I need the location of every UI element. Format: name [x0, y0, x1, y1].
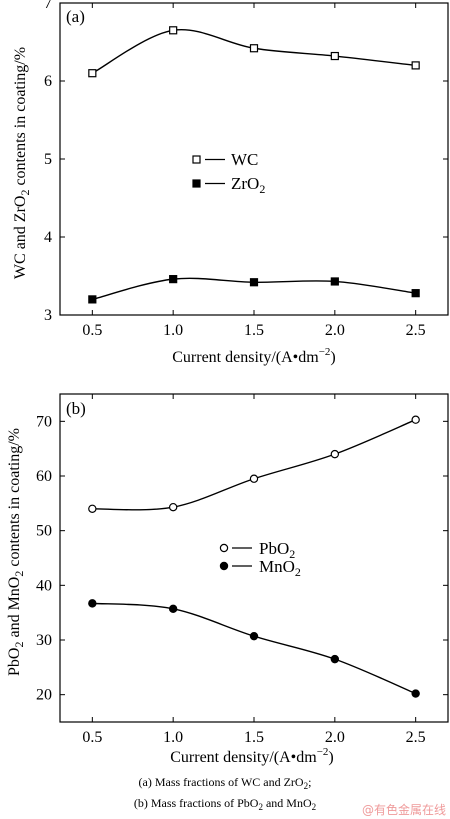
x-tick-label: 1.0	[163, 729, 183, 746]
legend-marker-wc	[192, 155, 201, 164]
data-point-mno2	[168, 604, 178, 614]
legend-label-wc: WC	[231, 150, 258, 169]
data-point-pbo2	[88, 504, 97, 513]
chart-a-legend: WC ZrO2	[192, 150, 265, 196]
y-tick-label: 5	[44, 151, 52, 168]
y-tick-label: 40	[36, 577, 52, 594]
legend-label-zro2: ZrO2	[231, 174, 265, 196]
watermark: @有色金属在线	[362, 802, 446, 817]
data-point-wc	[330, 51, 339, 61]
chart-b-x-axis-label: Current density/(A•dm−2)	[170, 746, 334, 766]
chart-a-panel-label: (a)	[66, 7, 85, 26]
legend-label-pbo2: PbO2	[259, 539, 295, 561]
chart-a-ticks: 0.5 1.0 1.5 2.0 2.5 3 4 5 6 7	[44, 0, 448, 339]
caption-line-b: (b) Mass fractions of PbO2 and MnO2	[134, 796, 316, 812]
legend-label-mno2: MnO2	[259, 557, 301, 579]
caption-line-a: (a) Mass fractions of WC and ZrO2;	[139, 775, 312, 791]
data-point-pbo2	[330, 449, 340, 459]
data-point-mno2	[88, 599, 97, 608]
data-point-mno2	[330, 654, 340, 664]
x-tick-label: 0.5	[82, 729, 102, 746]
data-point-pbo2	[168, 502, 178, 512]
chart-b-lines	[92, 419, 416, 695]
legend-marker-pbo2	[219, 543, 229, 553]
chart-a-marks	[88, 26, 420, 304]
y-tick-label: 4	[44, 229, 52, 246]
series-line-pbo2	[92, 419, 416, 511]
data-point-wc	[169, 26, 178, 35]
data-point-zro2	[88, 295, 97, 304]
chart-a-y-axis-label: WC and ZrO2 contents in coating/%	[12, 47, 32, 279]
x-tick-label: 1.5	[244, 729, 264, 746]
chart-b: (b) 0.5 1.0 1.5 2.0 2.5 20 30 40 50 60 70 PbO2 MnO…	[6, 393, 449, 766]
data-point-zro2	[330, 277, 339, 286]
data-point-wc	[88, 69, 97, 78]
chart-b-ticks: 0.5 1.0 1.5 2.0 2.5 20 30 40 50 60 70	[36, 394, 448, 746]
data-point-wc	[249, 44, 259, 53]
chart-b-marks	[88, 415, 420, 698]
legend-marker-zro2	[192, 179, 201, 188]
x-tick-label: 2.0	[325, 729, 345, 746]
y-tick-label: 70	[36, 413, 52, 430]
chart-a-x-axis-label: Current density/(A•dm−2)	[172, 346, 336, 366]
x-tick-label: 1.0	[163, 322, 183, 339]
chart-b-frame	[59, 393, 449, 723]
y-tick-label: 60	[36, 468, 52, 485]
data-point-zro2	[169, 275, 178, 284]
y-tick-label: 30	[36, 632, 52, 649]
chart-b-legend: PbO2 MnO2	[219, 539, 301, 579]
y-tick-label: 50	[36, 523, 52, 540]
y-tick-label: 20	[36, 687, 52, 704]
x-tick-label: 2.5	[406, 322, 426, 339]
x-tick-label: 1.5	[244, 322, 264, 339]
chart-b-y-axis-label: PbO2 and MnO2 contents in coating/%	[6, 428, 26, 676]
data-point-zro2	[411, 289, 420, 298]
data-point-wc	[411, 61, 420, 70]
data-point-pbo2	[249, 474, 259, 483]
series-line-mno2	[92, 602, 416, 695]
y-tick-label: 7	[44, 0, 52, 12]
chart-a: (a) 0.5 1.0 1.5 2.0 2.5 3 4 5 6 7 WC ZrO2 Current…	[12, 0, 449, 366]
y-tick-label: 3	[44, 307, 52, 324]
data-point-pbo2	[411, 415, 420, 424]
data-point-zro2	[249, 278, 259, 287]
x-tick-label: 0.5	[82, 322, 102, 339]
data-point-mno2	[249, 631, 259, 641]
y-tick-label: 6	[44, 73, 52, 90]
data-point-mno2	[411, 689, 420, 698]
chart-b-panel-label: (b)	[66, 399, 86, 418]
x-tick-label: 2.5	[406, 729, 426, 746]
x-tick-label: 2.0	[325, 322, 345, 339]
legend-marker-mno2	[219, 561, 229, 571]
